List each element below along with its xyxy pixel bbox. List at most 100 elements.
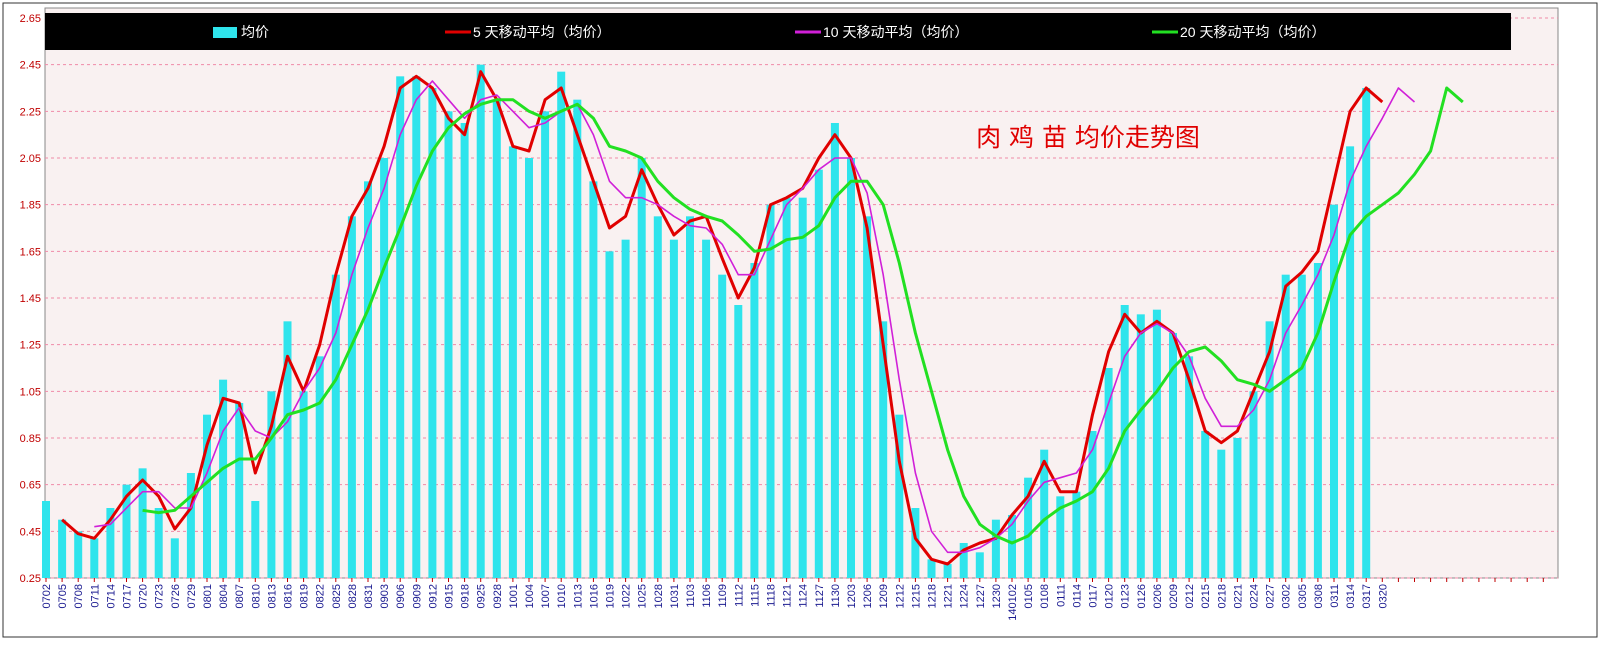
bar [251,501,260,578]
bar [1346,146,1355,579]
line-series [94,80,1416,554]
x-tick-label: 0209 [1168,584,1180,608]
x-tick-label: 0206 [1152,584,1164,608]
x-tick-label: 1127 [814,584,826,608]
bar [621,239,630,578]
bar [750,263,759,578]
bar [525,158,533,578]
bar [1233,438,1242,578]
x-tick-label: 140102 [1007,584,1019,621]
bar [1362,88,1371,578]
x-tick-label: 1004 [524,584,536,608]
x-tick-label: 1031 [669,584,681,608]
bar [991,519,1000,578]
bar [1217,449,1226,578]
bar [959,543,968,578]
x-tick-label: 0302 [1281,584,1293,608]
bar [460,123,469,578]
bar [380,158,389,578]
y-tick-label: 0.65 [20,480,41,492]
x-tick-label: 0117 [1088,584,1100,608]
bar [863,216,872,579]
bar [1040,449,1049,578]
bar [74,531,83,578]
x-tick-label: 0828 [347,584,359,608]
bar [541,111,550,578]
line-series [61,70,1384,566]
x-tick-label: 1212 [894,584,906,608]
bar [911,508,920,578]
chart-title: 肉 鸡 苗 均价走势图 [976,123,1200,152]
x-tick-label: 0801 [202,584,214,608]
bar [1152,309,1161,578]
bar [492,99,501,579]
bar [1249,391,1258,578]
bar [219,379,228,578]
x-tick-label: 0708 [73,584,85,608]
bar [508,146,517,579]
y-tick-label: 0.25 [20,573,41,585]
x-tick-label: 0928 [492,584,504,608]
x-tick-label: 0819 [299,584,311,608]
bar [1104,368,1113,578]
bar [718,274,727,578]
line-series [142,86,1464,545]
x-tick-label: 0126 [1136,584,1148,608]
x-tick-label: 0711 [89,584,101,608]
x-tick-label: 0720 [138,584,150,608]
bar [573,99,582,579]
bar [299,391,308,578]
legend-bg [45,13,1511,50]
x-tick-label: 1230 [991,584,1003,608]
x-tick-label: 1227 [975,584,987,608]
x-tick-label: 0714 [105,584,117,608]
bar [1088,431,1097,578]
x-tick-label: 0903 [379,584,391,608]
legend-label: 10 天移动平均（均价） [823,24,968,40]
bar [267,391,276,578]
x-tick-label: 0114 [1071,584,1083,608]
x-tick-label: 0227 [1265,584,1277,608]
bar [798,197,807,578]
x-tick-label: 0221 [1232,584,1244,608]
bar [895,414,904,578]
bar [122,484,131,578]
bar [830,123,839,578]
x-tick-label: 1224 [959,584,971,608]
x-tick-label: 1218 [927,584,939,608]
x-tick-label: 0123 [1120,584,1132,608]
bar [1024,477,1033,578]
legend-swatch [213,27,237,38]
y-tick-label: 1.05 [20,386,41,398]
x-tick-label: 0308 [1313,584,1325,608]
bar [1185,356,1194,578]
bar [589,181,598,579]
bar [702,239,711,578]
x-tick-label: 1121 [782,584,794,608]
x-tick-label: 1007 [540,584,552,608]
x-tick-label: 1013 [572,584,584,608]
x-tick-label: 0702 [41,584,53,608]
legend-label: 均价 [241,24,269,40]
x-tick-label: 0317 [1361,584,1373,608]
bar [1201,431,1210,578]
bar [637,158,646,578]
x-tick-label: 1130 [830,584,842,608]
bar [1120,305,1129,578]
x-tick-label: 0726 [170,584,182,608]
x-tick-label: 0918 [460,584,472,608]
y-tick-label: 2.65 [20,13,41,25]
bar [1281,274,1290,578]
x-tick-label: 0822 [315,584,327,608]
x-tick-label: 1106 [701,584,713,608]
bar [669,239,678,578]
x-tick-label: 1112 [733,584,745,607]
bar [879,321,888,578]
bar [847,158,855,578]
y-tick-label: 1.85 [20,200,41,212]
x-tick-label: 0912 [427,584,439,608]
bar [1169,333,1177,578]
x-tick-label: 0215 [1200,584,1212,608]
x-tick-label: 0831 [363,584,375,608]
x-tick-label: 1203 [846,584,858,608]
